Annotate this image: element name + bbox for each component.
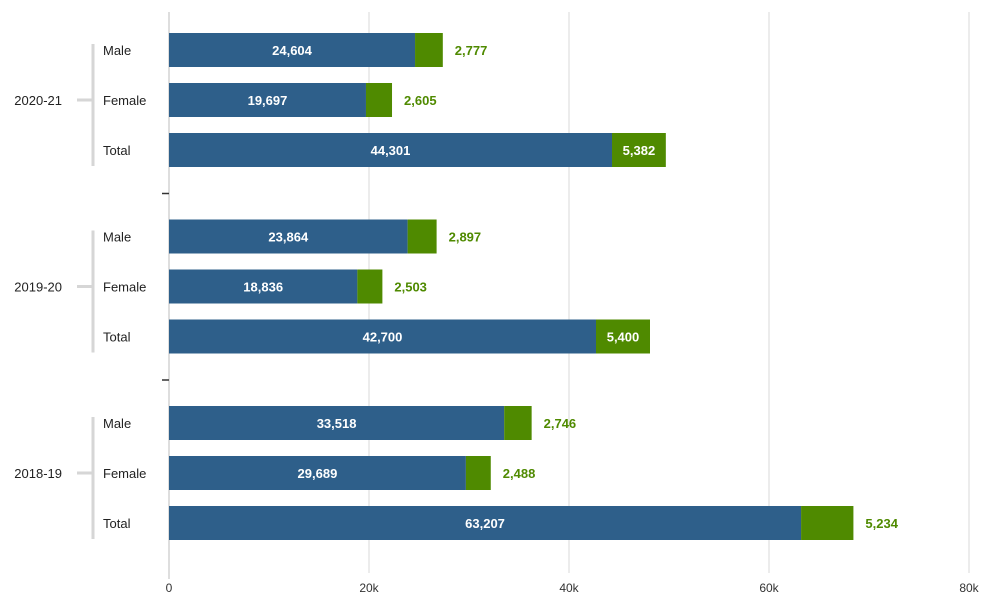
bar-secondary xyxy=(465,456,491,490)
bar-secondary xyxy=(415,33,443,67)
bar-primary xyxy=(169,456,466,490)
group-label: 2019-20 xyxy=(14,280,62,295)
x-tick-label: 40k xyxy=(559,581,579,595)
x-tick-label: 0 xyxy=(166,581,173,595)
data-label-primary: 63,207 xyxy=(465,516,505,531)
data-label-secondary: 5,234 xyxy=(865,516,898,531)
category-label: Male xyxy=(103,230,131,245)
category-label: Male xyxy=(103,416,131,431)
data-label-primary: 29,689 xyxy=(298,466,338,481)
data-label-secondary: 5,400 xyxy=(607,330,640,345)
bar-primary xyxy=(169,269,358,304)
bar-primary xyxy=(169,133,613,167)
data-label-primary: 24,604 xyxy=(272,43,313,58)
data-label-primary: 42,700 xyxy=(363,330,403,345)
data-label-secondary: 2,503 xyxy=(394,280,427,295)
x-tick-label: 80k xyxy=(959,581,979,595)
data-label-primary: 19,697 xyxy=(248,93,288,108)
group-label: 2020-21 xyxy=(14,93,62,108)
data-label-secondary: 2,897 xyxy=(449,230,482,245)
bar-secondary xyxy=(365,83,393,117)
bar-secondary xyxy=(596,319,650,354)
bar-primary xyxy=(169,33,416,67)
x-tick-label: 20k xyxy=(359,581,379,595)
bar-primary xyxy=(169,506,802,540)
data-label-primary: 18,836 xyxy=(243,280,283,295)
bar-secondary xyxy=(407,219,437,254)
data-label-primary: 23,864 xyxy=(268,230,309,245)
data-label-secondary: 2,746 xyxy=(544,416,577,431)
category-label: Female xyxy=(103,93,146,108)
category-label: Total xyxy=(103,143,131,158)
group-label: 2018-19 xyxy=(14,466,62,481)
category-label: Male xyxy=(103,43,131,58)
category-label: Total xyxy=(103,330,131,345)
x-tick-label: 60k xyxy=(759,581,779,595)
bar-secondary xyxy=(357,269,383,304)
bar-primary xyxy=(169,83,366,117)
category-label: Female xyxy=(103,466,146,481)
bar-secondary xyxy=(612,133,666,167)
bar-primary xyxy=(169,406,505,440)
category-label: Female xyxy=(103,280,146,295)
bar-secondary xyxy=(801,506,854,540)
data-label-secondary: 2,488 xyxy=(503,466,536,481)
data-label-secondary: 2,777 xyxy=(455,43,488,58)
bar-primary xyxy=(169,219,408,254)
data-label-primary: 44,301 xyxy=(371,143,411,158)
data-label-secondary: 2,605 xyxy=(404,93,437,108)
category-label: Total xyxy=(103,516,131,531)
data-label-secondary: 5,382 xyxy=(623,143,656,158)
bar-primary xyxy=(169,319,596,354)
bar-secondary xyxy=(504,406,532,440)
data-label-primary: 33,518 xyxy=(317,416,357,431)
